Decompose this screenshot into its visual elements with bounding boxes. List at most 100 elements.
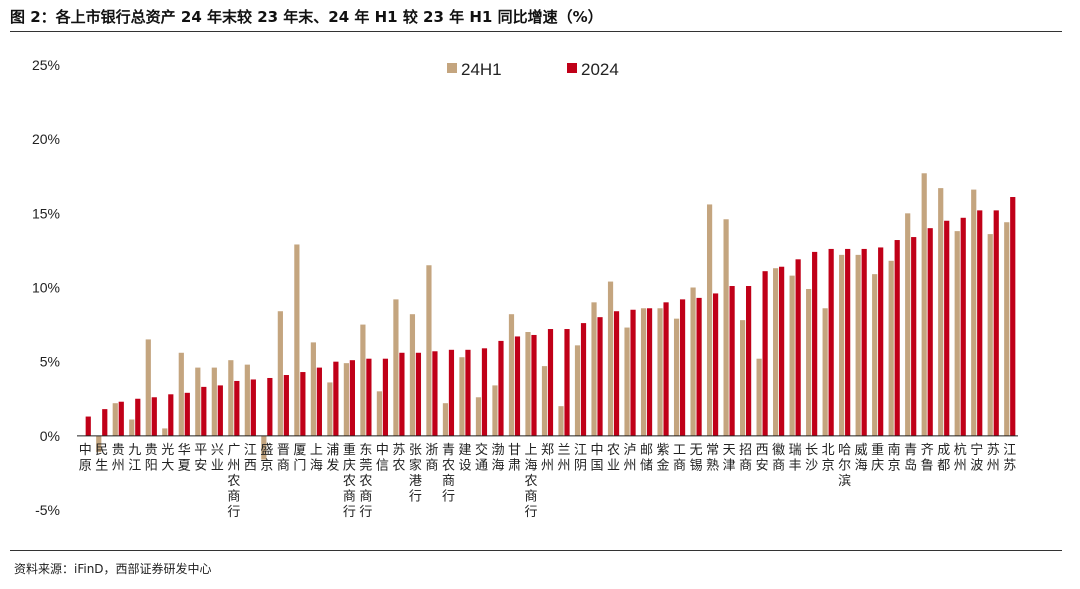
- bar-24h1: [393, 299, 399, 436]
- bar-24h1: [888, 260, 894, 436]
- y-axis: -5% 0% 5% 10% 15% 20% 25%: [32, 57, 60, 518]
- bar-2024: [927, 228, 933, 436]
- bar-24h1: [244, 364, 250, 436]
- category-label: 重庆: [871, 442, 884, 474]
- bar-24h1: [789, 275, 795, 436]
- bars-group: [85, 173, 1016, 460]
- bar-24h1: [773, 268, 779, 436]
- bar-2024: [300, 372, 306, 436]
- category-label: 上海: [310, 443, 323, 474]
- bar-24h1: [492, 385, 498, 436]
- category-label: 招商: [739, 443, 752, 474]
- bar-2024: [267, 377, 273, 436]
- bar-2024: [712, 293, 719, 436]
- bar-24h1: [376, 391, 383, 436]
- bar-24h1: [657, 308, 663, 436]
- bar-24h1: [938, 188, 944, 436]
- bar-2024: [349, 360, 355, 436]
- category-label: 邮储: [640, 443, 653, 474]
- bar-2024: [960, 217, 966, 436]
- bar-24h1: [508, 314, 515, 436]
- category-label: 中国: [591, 443, 604, 474]
- y-tick-label: 10%: [32, 280, 60, 296]
- category-label: 中信: [376, 443, 389, 474]
- bar-24h1: [459, 357, 465, 436]
- bar-2024: [894, 240, 900, 436]
- category-label: 西安: [756, 443, 769, 474]
- category-label: 晋商: [277, 443, 290, 474]
- bar-2024: [432, 351, 438, 436]
- category-label: 泸州: [624, 443, 637, 474]
- bar-24h1: [541, 366, 548, 436]
- bar-2024: [564, 329, 570, 436]
- bar-2024: [762, 271, 768, 436]
- category-label: 广州农商行: [227, 443, 240, 520]
- bar-24h1: [409, 314, 416, 436]
- bar-2024: [135, 398, 141, 436]
- bar-2024: [415, 352, 422, 436]
- bar-2024: [514, 336, 521, 436]
- bar-2024: [283, 375, 289, 436]
- category-label: 瑞丰: [789, 443, 802, 474]
- category-label: 杭州: [954, 443, 967, 474]
- y-tick-label: 0%: [40, 428, 60, 444]
- bar-2024: [250, 379, 256, 436]
- bar-2024: [944, 220, 950, 436]
- category-label: 兴业: [211, 443, 224, 474]
- bar-24h1: [178, 352, 184, 436]
- category-label: 苏州: [987, 442, 1000, 474]
- bar-2024: [382, 358, 389, 436]
- bar-24h1: [129, 419, 135, 436]
- category-label: 天津: [723, 443, 736, 474]
- bar-2024: [168, 394, 174, 436]
- source-note: 资料来源：iFinD，西部证券研发中心: [14, 562, 212, 576]
- bar-24h1: [145, 339, 151, 436]
- bar-2024: [696, 297, 702, 436]
- bar-24h1: [987, 234, 993, 436]
- bar-24h1: [574, 345, 581, 436]
- category-label: 农业: [607, 443, 620, 474]
- bar-2024: [481, 348, 488, 436]
- bar-2024: [861, 248, 867, 436]
- bar-2024: [630, 309, 636, 436]
- y-tick-label: 15%: [32, 205, 60, 221]
- bar-2024: [993, 210, 999, 436]
- category-label: 平安: [194, 443, 207, 474]
- category-label: 光大: [161, 443, 174, 474]
- bar-24h1: [525, 332, 531, 436]
- category-label: 成都: [937, 443, 950, 474]
- category-label: 齐鲁: [921, 442, 934, 474]
- category-label: 厦门: [293, 443, 306, 474]
- bar-2024: [812, 251, 818, 436]
- bar-2024: [217, 385, 223, 436]
- bar-2024: [498, 340, 504, 436]
- y-tick-label: 5%: [40, 354, 60, 370]
- bar-24h1: [294, 244, 300, 436]
- y-tick-label: 20%: [32, 131, 60, 147]
- y-tick-label: 25%: [32, 57, 60, 73]
- category-label: 兰州: [558, 443, 571, 474]
- category-label: 民生: [95, 443, 108, 474]
- category-label: 哈尔滨: [838, 443, 851, 489]
- bar-24h1: [872, 274, 878, 436]
- category-label: 长沙: [805, 443, 818, 474]
- bar-24h1: [228, 360, 234, 436]
- bar-24h1: [921, 173, 927, 436]
- bar-2024: [399, 352, 405, 436]
- bar-24h1: [310, 342, 316, 436]
- source-divider: [10, 550, 1062, 551]
- category-label: 中原: [79, 443, 92, 474]
- bar-24h1: [162, 428, 168, 436]
- bar-24h1: [211, 367, 217, 436]
- category-label: 徽商: [772, 443, 785, 474]
- bar-24h1: [822, 308, 828, 436]
- category-label: 无锡: [690, 443, 703, 474]
- bar-24h1: [261, 435, 267, 460]
- bar-24h1: [607, 281, 614, 436]
- legend-swatch: [567, 63, 577, 73]
- category-label: 青岛: [904, 443, 917, 474]
- bar-2024: [878, 247, 884, 436]
- category-label: 交通: [475, 442, 488, 474]
- category-label: 威海: [855, 443, 868, 474]
